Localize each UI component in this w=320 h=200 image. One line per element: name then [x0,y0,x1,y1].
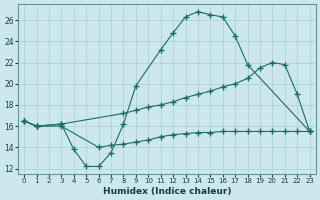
X-axis label: Humidex (Indice chaleur): Humidex (Indice chaleur) [103,187,231,196]
